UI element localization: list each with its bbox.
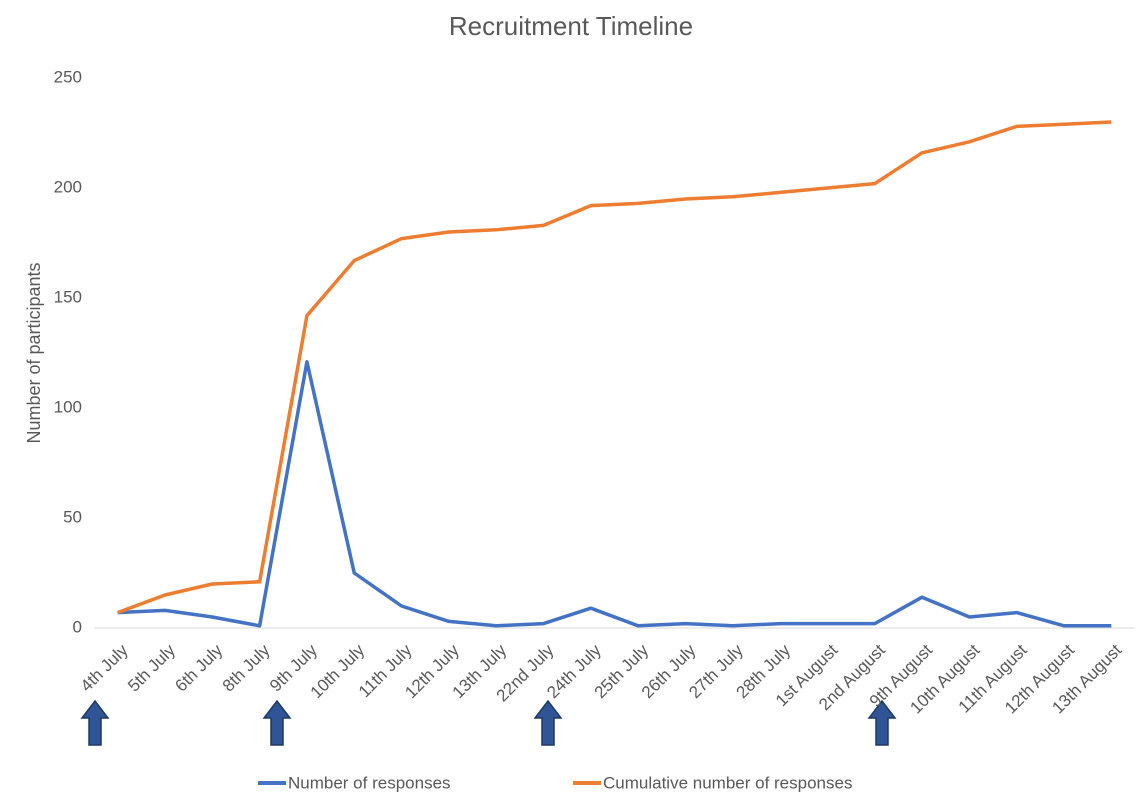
y-tick-label: 0	[73, 617, 82, 636]
y-axis-label: Number of participants	[24, 262, 44, 443]
y-tick-label: 200	[54, 177, 82, 196]
y-tick-label: 250	[54, 67, 82, 86]
arrow	[867, 699, 897, 746]
y-tick-label: 150	[54, 287, 82, 306]
legend-label: Number of responses	[288, 773, 451, 792]
y-tick-label: 100	[54, 397, 82, 416]
series-line	[117, 120, 1112, 615]
legend-label: Cumulative number of responses	[603, 773, 852, 792]
y-tick-label: 50	[63, 507, 82, 526]
arrow	[262, 699, 292, 746]
arrow	[533, 699, 563, 746]
arrow	[80, 699, 110, 746]
chart-title: Recruitment Timeline	[449, 11, 693, 41]
series-line	[117, 360, 1112, 628]
arrows	[80, 699, 897, 746]
